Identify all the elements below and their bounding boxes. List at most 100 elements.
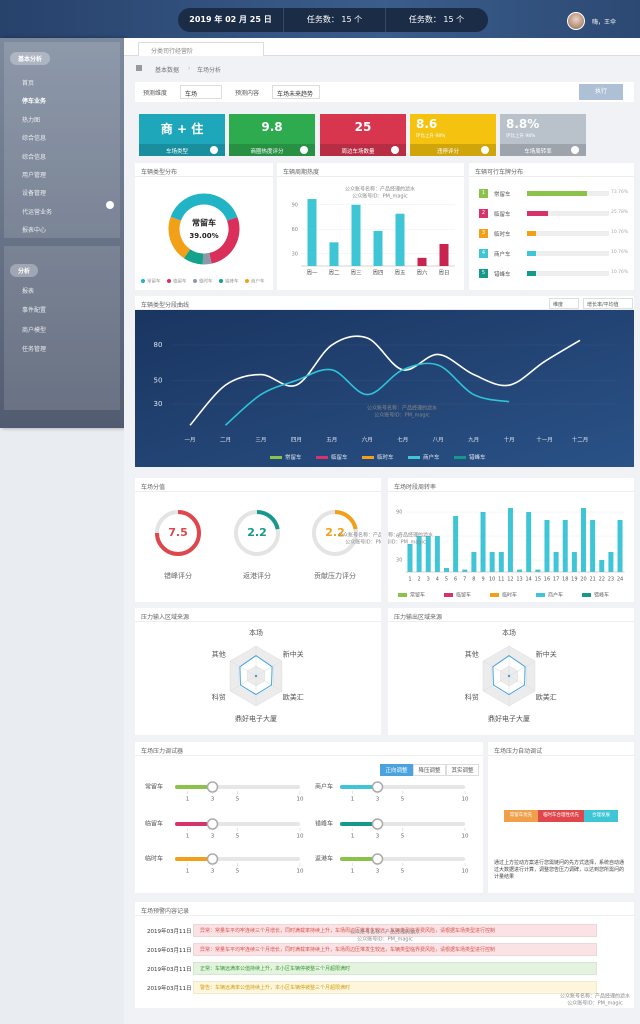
avatar[interactable] (567, 12, 585, 30)
tick-label: 3 (376, 834, 380, 840)
radar-center (507, 674, 511, 678)
breadcrumb[interactable]: 基本数据 (155, 67, 180, 74)
kpi-value: 9.8 (261, 120, 283, 134)
tab-button[interactable]: 其实调整 (446, 764, 479, 776)
legend-swatch (245, 279, 249, 283)
menu-item[interactable]: 报表 (22, 288, 35, 295)
x-tick-label: 一月 (184, 437, 195, 444)
x-tick-label: 二月 (220, 437, 231, 444)
slider-knob[interactable] (206, 853, 219, 865)
plate-name: 错峰车 (494, 272, 511, 278)
slider-knob[interactable] (206, 818, 219, 830)
watermark: 公众账号ID：PM_magic (567, 1000, 623, 1007)
legend-swatch (398, 593, 407, 597)
x-tick-label: 七月 (397, 436, 408, 444)
select[interactable]: 车场未来趋势 (272, 85, 320, 99)
slider-label: 错峰车 (315, 820, 333, 828)
x-tick-label: 14 (526, 577, 532, 583)
tab-button[interactable]: 降压调整 (413, 764, 446, 776)
bar (416, 536, 422, 572)
tick-label: 10 (462, 797, 469, 803)
bar-track (527, 231, 609, 236)
bar (590, 520, 596, 572)
radar-axis (482, 660, 510, 677)
bar (471, 552, 477, 572)
select[interactable]: 车场 (180, 85, 222, 99)
radar-label: 新中关 (536, 650, 557, 659)
breadcrumb[interactable]: 车场分析 (197, 67, 222, 74)
chart-canvas: 7.5 错峰评分 2.2 返港评分 2.2 贡献压力评分 公众账号名称：产品经理的滤水公众账… (155, 510, 381, 580)
menu-item[interactable]: 首页 (22, 80, 35, 87)
legend-label: 临时车 (199, 278, 213, 285)
menu-item[interactable]: 综合信息 (22, 153, 47, 161)
menu-item[interactable]: 停车业务 (22, 98, 47, 106)
menu-item[interactable]: 用户管理 (22, 172, 47, 179)
filter-label: 预测内容 (235, 90, 260, 97)
value-label: 10.76% (611, 270, 629, 275)
panel: 压力输入区域来源 本场 新中关 欧美汇 鼎好电子大厦 科贸 其他 (135, 608, 381, 735)
kpi-arrow[interactable] (300, 146, 308, 154)
x-tick-label: 周二 (328, 270, 340, 277)
slider-knob[interactable] (371, 781, 384, 793)
menu-item[interactable]: 综合信息 (22, 135, 47, 143)
select[interactable]: 维度 (549, 298, 579, 309)
y-tick-label: 90 (292, 202, 298, 208)
radar-axis (229, 660, 257, 677)
chip[interactable]: 常留车优先 (504, 810, 538, 822)
kpi-label: 车场周转率 (524, 149, 552, 155)
panel-title: 车场压力自动调试 (488, 742, 634, 756)
bar (307, 199, 317, 266)
tick-label: 10 (297, 869, 304, 875)
alert-date: 2019年03月11日 (147, 929, 192, 935)
task-count: 任务数： 15 个 (283, 8, 385, 32)
panel: 车辆可行车牌分布 1 常留车 73.76% 2 临留车 25.78% 3 临时车 10.76% 4 商… (469, 163, 634, 290)
run-button[interactable]: 执行 (579, 84, 623, 100)
menu-item[interactable]: 代运营业务 (22, 208, 53, 216)
kpi-arrow[interactable] (210, 146, 218, 154)
slider-knob[interactable] (206, 781, 219, 793)
center-value: 39.00% (189, 232, 218, 240)
kpi-arrow[interactable] (481, 146, 489, 154)
user-name[interactable]: 嗨，王伞 (592, 19, 617, 26)
menu-item[interactable]: 报表中心 (22, 227, 47, 235)
bar (599, 560, 605, 572)
watermark: 公众账号ID：PM_magic (345, 539, 381, 546)
gauge-arc (334, 510, 358, 530)
tab-button[interactable]: 正向调整 (380, 764, 413, 776)
kpi-value: 25 (354, 120, 372, 134)
kpi-sub: 环比上升 98% (506, 134, 536, 139)
slider-knob[interactable] (371, 818, 384, 830)
x-tick-label: 2 (418, 577, 421, 583)
select[interactable]: 增长率/平均值 (583, 298, 633, 309)
chip[interactable]: 合理发展 (584, 810, 618, 822)
kpi-label: 车场类型 (165, 149, 188, 155)
legend-label: 错峰车 (225, 278, 239, 285)
kpi-arrow[interactable] (391, 146, 399, 154)
slider-knob[interactable] (371, 853, 384, 865)
panel: 车场预警内容记录 2019年03月11日 异常：常量车平均牢连续三个月增长，同时满载… (135, 902, 634, 1008)
tab[interactable]: 分类司行经营阶 (138, 42, 264, 56)
menu-item[interactable]: 任务管理 (22, 346, 47, 354)
x-tick-label: 11 (498, 577, 504, 583)
chip[interactable]: 临时车合理性优先 (538, 810, 584, 822)
tab-bar: 分类司行经营阶 (124, 38, 640, 56)
radar-center (254, 674, 258, 678)
radar-label: 鼎好电子大厦 (488, 714, 530, 723)
kpi-arrow[interactable] (571, 146, 579, 154)
bar (373, 230, 383, 266)
legend-swatch (536, 593, 545, 597)
kpi-card: 8.6 环比上升 98% 违停评分 (410, 114, 496, 156)
watermark: 公众账号ID：PM_magic (388, 539, 426, 546)
menu-item[interactable]: 热力图 (22, 116, 41, 124)
x-tick-label: 17 (553, 577, 559, 583)
rank-badge: 1 (479, 189, 488, 198)
legend-swatch (362, 456, 374, 459)
x-tick-label: 九月 (468, 436, 479, 444)
y-tick-label: 90 (396, 510, 402, 516)
kpi-card: 8.8% 环比上升 98% 车场周转率 (500, 114, 586, 156)
panel: 车辆类型分布 常留车 39.00% 常留车 临留车 临时车 错峰车 商户车 (135, 163, 273, 290)
bar (453, 516, 459, 572)
menu-item[interactable]: 设备管理 (22, 190, 47, 198)
menu-item[interactable]: 商户模型 (22, 326, 47, 334)
menu-item[interactable]: 事件配置 (22, 307, 47, 315)
